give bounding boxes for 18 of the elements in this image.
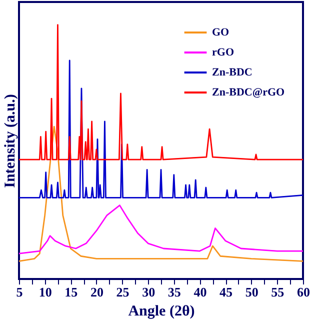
x-tick-label: 30 xyxy=(142,284,156,300)
x-tick-label: 60 xyxy=(297,284,310,300)
x-tick-label: 35 xyxy=(168,284,182,300)
x-tick-label: 40 xyxy=(194,284,207,300)
legend-label: Zn-BDC@rGO xyxy=(212,86,286,98)
x-tick-label: 15 xyxy=(64,284,78,300)
y-axis-title: Intensity (a.u.) xyxy=(2,94,18,188)
x-tick-label: 45 xyxy=(220,284,234,300)
x-tick-label: 25 xyxy=(116,284,130,300)
x-axis-title: Angle (2θ) xyxy=(128,304,195,320)
x-tick-label: 10 xyxy=(38,284,52,300)
legend-label: rGO xyxy=(212,46,234,58)
x-tick-label: 50 xyxy=(245,284,258,300)
x-tick-label: 55 xyxy=(271,284,285,300)
x-tick-label: 5 xyxy=(16,284,24,300)
legend-label: GO xyxy=(212,26,230,38)
legend-label: Zn-BDC xyxy=(212,66,252,78)
x-tick-label: 20 xyxy=(90,284,104,300)
